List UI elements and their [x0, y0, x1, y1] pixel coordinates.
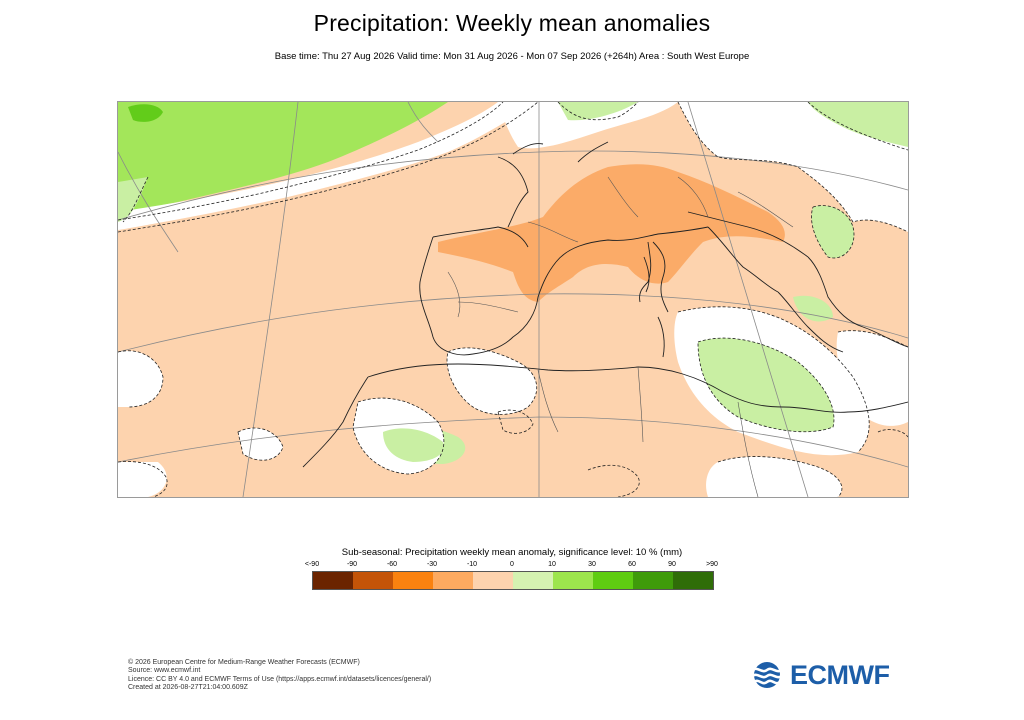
footer-licence: Licence: CC BY 4.0 and ECMWF Terms of Us…: [128, 675, 432, 683]
ecmwf-logo-icon: [751, 662, 783, 688]
footer-credits: © 2026 European Centre for Medium-Range …: [128, 659, 431, 692]
wet-anomaly-northwest-strong: [128, 104, 163, 122]
neutral-area-east: [836, 330, 908, 426]
wet-anomaly-south-2: [383, 428, 444, 462]
neutral-area-north: [498, 102, 678, 149]
chart-subtitle: Base time: Thu 27 Aug 2026 Valid time: M…: [274, 51, 750, 62]
legend-swatch: [633, 572, 673, 589]
legend-swatch: [513, 572, 553, 589]
dry-anomaly-central: [438, 164, 785, 302]
ecmwf-logo-text: ECMWF: [790, 659, 890, 690]
neutral-area-bottom-2: [706, 456, 842, 497]
wet-anomaly-east: [793, 295, 833, 322]
wet-anomaly-northeast: [808, 102, 908, 147]
legend-color-bar: [312, 571, 714, 590]
legend-tick: >90: [706, 561, 718, 568]
legend-swatch: [553, 572, 593, 589]
legend-tick-labels: <-90 -90 -60 -30 -10 0 10 30 60 90 >90: [302, 561, 722, 571]
legend-title: Sub-seasonal: Precipitation weekly mean …: [341, 547, 683, 558]
neutral-area-bottom-3: [118, 462, 167, 497]
map-canvas: [118, 102, 908, 497]
coastlines: [302, 141, 908, 468]
legend-swatch: [473, 572, 513, 589]
neutral-area-bottom: [238, 427, 283, 461]
wet-anomaly-balkans: [811, 205, 854, 258]
legend-tick: -10: [466, 561, 478, 568]
legend-swatch: [393, 572, 433, 589]
legend-swatch: [593, 572, 633, 589]
significance-contours: [118, 102, 908, 497]
legend-tick: 10: [548, 561, 556, 568]
legend-swatch: [313, 572, 353, 589]
legend-swatch: [433, 572, 473, 589]
legend-tick: -60: [386, 561, 398, 568]
wet-anomaly-west-edge: [118, 177, 148, 222]
neutral-area-southwest: [118, 350, 163, 407]
footer-copyright: © 2026 European Centre for Medium-Range …: [128, 659, 360, 666]
wet-anomaly-northwest: [118, 102, 448, 212]
neutral-band-northwest: [118, 102, 538, 230]
ecmwf-logo: ECMWF: [748, 659, 890, 690]
legend-tick: 60: [628, 561, 636, 568]
chart-title: Precipitation: Weekly mean anomalies: [313, 10, 711, 36]
legend-swatch: [673, 572, 713, 589]
legend-tick: 0: [510, 561, 514, 568]
anomaly-map: [117, 101, 909, 498]
wet-anomaly-north-small: [558, 102, 638, 121]
legend-tick: -30: [426, 561, 438, 568]
legend-tick: 30: [588, 561, 596, 568]
country-borders: [447, 176, 794, 497]
neutral-area-northeast: [678, 102, 908, 232]
footer-source: Source: www.ecmwf.int: [128, 667, 201, 675]
legend-tick: -90: [346, 561, 358, 568]
legend-tick: <-90: [304, 561, 320, 568]
footer-created: Created at 2026-08-27T21:04:00.609Z: [128, 683, 248, 691]
legend-swatch: [353, 572, 393, 589]
legend-tick: 90: [668, 561, 676, 568]
